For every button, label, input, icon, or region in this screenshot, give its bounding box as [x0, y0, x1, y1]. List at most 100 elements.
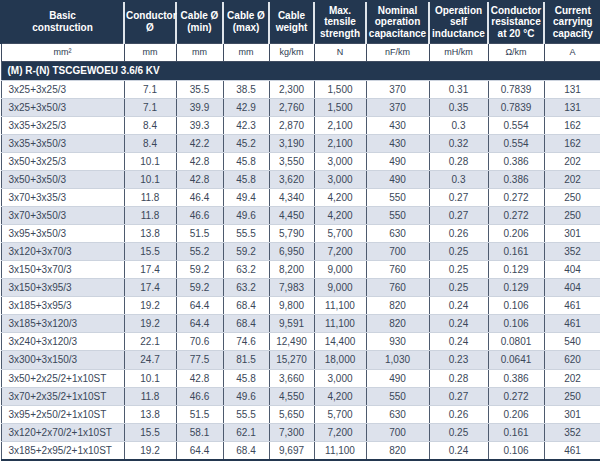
- value-cell: 1,030: [366, 351, 429, 369]
- table-row: 3x185+2x95/2+1x10ST19.264.468.49,69711,1…: [1, 441, 600, 460]
- value-cell: 250: [544, 387, 600, 405]
- unit-cell-6: nF/km: [366, 43, 429, 61]
- value-cell: 620: [544, 351, 600, 369]
- value-cell: 250: [544, 206, 600, 224]
- table-row: 3x35+3x25/38.439.342.32,8702,1004300.30.…: [1, 116, 600, 134]
- value-cell: 15.5: [124, 423, 176, 441]
- value-cell: 0.28: [429, 152, 488, 170]
- value-cell: 11.8: [124, 188, 176, 206]
- unit-cell-7: mH/km: [429, 43, 488, 61]
- value-cell: 5,700: [314, 405, 366, 423]
- value-cell: 46.4: [176, 188, 223, 206]
- value-cell: 19.2: [124, 441, 176, 460]
- value-cell: 13.8: [124, 405, 176, 423]
- construction-cell: 3x50+3x25/3: [1, 152, 124, 170]
- value-cell: 68.4: [223, 441, 269, 460]
- value-cell: 4,200: [314, 188, 366, 206]
- table-row: 3x185+3x120/319.264.468.49,59111,1008200…: [1, 315, 600, 333]
- value-cell: 6,950: [269, 243, 314, 261]
- construction-cell: 3x95+3x50/3: [1, 225, 124, 243]
- construction-cell: 3x185+3x120/3: [1, 315, 124, 333]
- construction-cell: 3x25+3x50/3: [1, 98, 124, 116]
- unit-cell-3: mm: [223, 43, 269, 61]
- value-cell: 0.272: [488, 188, 544, 206]
- value-cell: 42.8: [176, 170, 223, 188]
- value-cell: 4,200: [314, 387, 366, 405]
- value-cell: 820: [366, 315, 429, 333]
- value-cell: 17.4: [124, 279, 176, 297]
- value-cell: 9,800: [269, 297, 314, 315]
- value-cell: 0.3: [429, 170, 488, 188]
- table-row: 3x120+2x70/2+1x10ST15.558.162.17,3007,20…: [1, 423, 600, 441]
- value-cell: 5,650: [269, 405, 314, 423]
- value-cell: 7,983: [269, 279, 314, 297]
- value-cell: 9,000: [314, 261, 366, 279]
- value-cell: 74.6: [223, 333, 269, 351]
- value-cell: 3,000: [314, 152, 366, 170]
- value-cell: 550: [366, 206, 429, 224]
- value-cell: 3,620: [269, 170, 314, 188]
- value-cell: 11.8: [124, 387, 176, 405]
- construction-cell: 3x25+3x25/3: [1, 80, 124, 98]
- table-row: 3x70+3x35/311.846.449.44,3404,2005500.27…: [1, 188, 600, 206]
- value-cell: 12,490: [269, 333, 314, 351]
- value-cell: 64.4: [176, 297, 223, 315]
- construction-cell: 3x70+3x50/3: [1, 206, 124, 224]
- value-cell: 352: [544, 243, 600, 261]
- value-cell: 38.5: [223, 80, 269, 98]
- value-cell: 0.7839: [488, 80, 544, 98]
- value-cell: 8.4: [124, 134, 176, 152]
- value-cell: 58.1: [176, 423, 223, 441]
- value-cell: 550: [366, 188, 429, 206]
- value-cell: 930: [366, 333, 429, 351]
- value-cell: 461: [544, 315, 600, 333]
- value-cell: 7,200: [314, 243, 366, 261]
- value-cell: 0.106: [488, 315, 544, 333]
- value-cell: 0.0801: [488, 333, 544, 351]
- section-row: (M) R-(N) TSCGEWOEU 3.6/6 KV: [1, 61, 600, 80]
- value-cell: 51.5: [176, 405, 223, 423]
- value-cell: 490: [366, 152, 429, 170]
- column-header-1: Conductor Ø: [124, 1, 176, 43]
- value-cell: 820: [366, 297, 429, 315]
- value-cell: 70.6: [176, 333, 223, 351]
- value-cell: 7.1: [124, 80, 176, 98]
- value-cell: 0.31: [429, 80, 488, 98]
- table-row: 3x95+2x50/2+1x10ST13.851.555.55,6505,700…: [1, 405, 600, 423]
- value-cell: 8.4: [124, 116, 176, 134]
- value-cell: 0.24: [429, 315, 488, 333]
- value-cell: 64.4: [176, 441, 223, 460]
- table-row: 3x25+3x50/37.139.942.92,7601,5003700.350…: [1, 98, 600, 116]
- value-cell: 55.5: [223, 405, 269, 423]
- value-cell: 700: [366, 243, 429, 261]
- value-cell: 1,500: [314, 80, 366, 98]
- value-cell: 8,200: [269, 261, 314, 279]
- value-cell: 0.32: [429, 134, 488, 152]
- value-cell: 0.25: [429, 279, 488, 297]
- construction-cell: 3x150+3x95/3: [1, 279, 124, 297]
- value-cell: 55.5: [223, 225, 269, 243]
- column-header-4: Cable weight: [269, 1, 314, 43]
- value-cell: 700: [366, 423, 429, 441]
- value-cell: 68.4: [223, 315, 269, 333]
- value-cell: 19.2: [124, 297, 176, 315]
- value-cell: 630: [366, 225, 429, 243]
- value-cell: 3,000: [314, 170, 366, 188]
- value-cell: 15,270: [269, 351, 314, 369]
- value-cell: 46.6: [176, 206, 223, 224]
- value-cell: 0.35: [429, 98, 488, 116]
- value-cell: 10.1: [124, 170, 176, 188]
- value-cell: 0.129: [488, 261, 544, 279]
- construction-cell: 3x240+3x120/3: [1, 333, 124, 351]
- unit-cell-8: Ω/km: [488, 43, 544, 61]
- value-cell: 17.4: [124, 261, 176, 279]
- value-cell: 2,300: [269, 80, 314, 98]
- section-title: (M) R-(N) TSCGEWOEU 3.6/6 KV: [1, 61, 600, 80]
- value-cell: 13.8: [124, 225, 176, 243]
- column-header-3: Cable Ø (max): [223, 1, 269, 43]
- column-header-9: Current carrying capacity: [544, 1, 600, 43]
- construction-cell: 3x35+3x50/3: [1, 134, 124, 152]
- value-cell: 430: [366, 116, 429, 134]
- value-cell: 11,100: [314, 441, 366, 460]
- value-cell: 45.2: [223, 134, 269, 152]
